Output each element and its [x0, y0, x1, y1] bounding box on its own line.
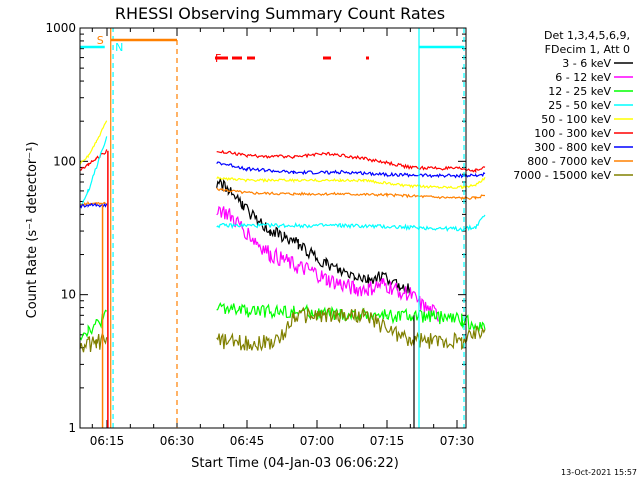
x-tick-label: 06:15 — [90, 434, 125, 448]
plot-frame — [79, 27, 467, 429]
series-line-800-7000-kev — [216, 187, 485, 201]
legend-label: 300 - 800 keV — [534, 141, 611, 154]
legend-label: 6 - 12 keV — [555, 71, 611, 84]
pre-gap-series-line — [79, 120, 108, 166]
y-tick-label: 10 — [61, 288, 76, 302]
x-tick-label: 07:30 — [440, 434, 475, 448]
footer-timestamp: 13-Oct-2021 15:57 — [561, 468, 637, 477]
saa-annotation: S — [97, 34, 104, 47]
legend-label: 100 - 300 keV — [534, 127, 611, 140]
y-tick-label: 1000 — [45, 21, 76, 35]
y-axis-label: Count Rate (s⁻¹ detector⁻¹) — [25, 142, 40, 319]
legend-label: 7000 - 15000 keV — [513, 169, 611, 182]
pre-gap-series-line — [79, 200, 108, 207]
legend-label: 800 - 7000 keV — [527, 155, 611, 168]
chart-title: RHESSI Observing Summary Count Rates — [115, 4, 445, 23]
night-annotation: N — [115, 41, 123, 54]
flare-annotation: F — [215, 52, 221, 65]
legend-label: 3 - 6 keV — [562, 57, 611, 70]
series-line-3-6-kev — [216, 177, 411, 294]
series-line-50-100-kev — [216, 176, 486, 190]
legend-label: 12 - 25 keV — [548, 85, 611, 98]
pre-gap-series-line — [79, 202, 108, 209]
legend-label: 25 - 50 keV — [548, 99, 611, 112]
legend-label: 50 - 100 keV — [541, 113, 611, 126]
x-tick-label: 07:00 — [300, 434, 335, 448]
y-tick-label: 100 — [53, 154, 76, 168]
x-tick-label: 06:30 — [160, 434, 195, 448]
legend-header: Det 1,3,4,5,6,9, — [544, 29, 630, 42]
pre-gap-series-line — [79, 136, 108, 207]
series-line-6-12-kev — [216, 205, 439, 322]
legend-header: FDecim 1, Att 0 — [545, 43, 630, 56]
x-tick-label: 06:45 — [230, 434, 265, 448]
series-line-25-50-kev — [216, 214, 486, 232]
series-line-100-300-kev — [216, 149, 486, 174]
x-tick-label: 07:15 — [370, 434, 405, 448]
pre-gap-series-line — [79, 149, 108, 171]
y-tick-label: 1 — [68, 421, 76, 435]
series-line-7000-15000-kev — [216, 306, 486, 352]
series-line-300-800-kev — [216, 161, 486, 179]
x-axis-label: Start Time (04-Jan-03 06:06:22) — [191, 456, 399, 471]
